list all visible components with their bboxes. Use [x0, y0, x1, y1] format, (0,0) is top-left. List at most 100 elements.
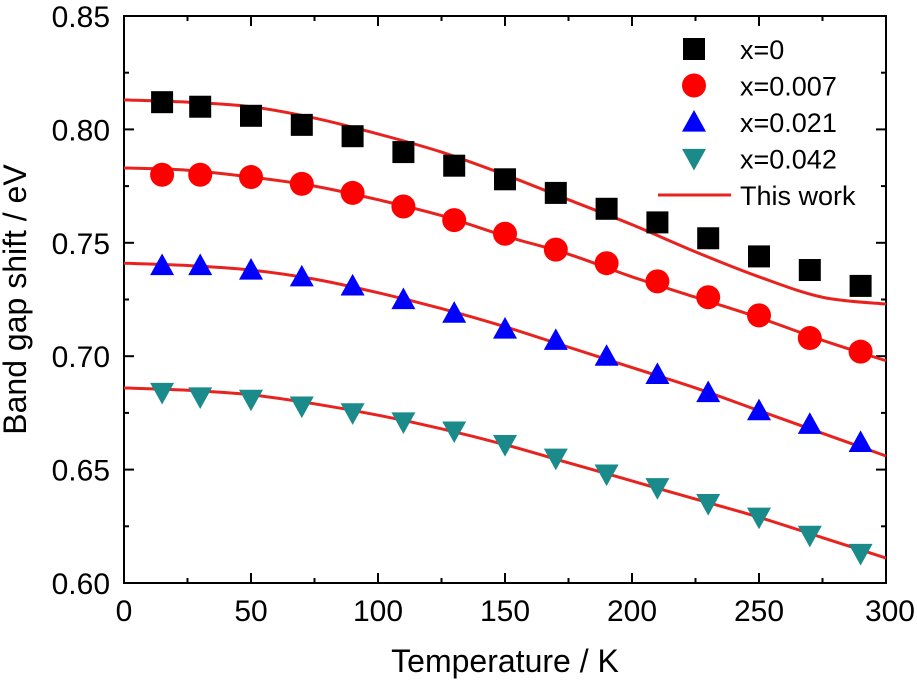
- data-point: [493, 435, 517, 457]
- data-point: [493, 316, 517, 339]
- data-point: [797, 412, 822, 434]
- data-point: [188, 253, 213, 276]
- data-point: [340, 403, 365, 425]
- data-point: [594, 251, 619, 276]
- data-markers: [150, 91, 873, 566]
- data-point: [848, 543, 873, 566]
- y-tick-label: 0.65: [52, 455, 110, 488]
- data-point: [442, 301, 467, 323]
- data-point: [240, 104, 262, 127]
- data-point: [341, 125, 364, 148]
- data-point: [646, 211, 669, 234]
- y-axis-title: Band gap shift / eV: [0, 164, 33, 435]
- data-point: [594, 464, 619, 487]
- x-tick-label: 50: [234, 595, 267, 628]
- data-point: [696, 380, 721, 403]
- data-point: [391, 194, 416, 219]
- data-point: [595, 197, 618, 220]
- y-tick-label: 0.85: [52, 1, 110, 34]
- data-point: [697, 227, 720, 250]
- series-1: [151, 91, 872, 297]
- data-point: [797, 525, 822, 548]
- x-tick-label: 300: [865, 595, 915, 628]
- legend-item: This work: [658, 181, 856, 211]
- y-tick-label: 0.70: [52, 341, 110, 374]
- data-point: [848, 430, 873, 452]
- legend-label: x=0.007: [740, 72, 837, 102]
- data-point: [340, 273, 365, 296]
- data-point: [645, 478, 670, 500]
- data-point: [748, 245, 770, 268]
- legend-label: x=0.021: [740, 108, 837, 138]
- legend-item: x=0: [683, 35, 784, 65]
- y-tick-label: 0.75: [52, 228, 110, 261]
- x-tick-label: 200: [607, 595, 657, 628]
- legend-marker: [682, 73, 706, 98]
- data-point: [289, 171, 314, 196]
- data-point: [239, 165, 263, 190]
- x-tick-label: 250: [734, 595, 784, 628]
- data-point: [798, 259, 821, 282]
- x-axis-title: Temperature / K: [391, 643, 619, 679]
- legend-item: x=0.021: [682, 108, 837, 138]
- x-tick-label: 100: [353, 595, 403, 628]
- data-point: [543, 328, 568, 350]
- data-point: [442, 208, 467, 233]
- legend: x=0 x=0.007 x=0.021 x=0.042 This work: [658, 35, 856, 211]
- data-point: [189, 95, 212, 118]
- data-point: [391, 287, 416, 310]
- x-axis: 0 50 100 150 200 250 300: [116, 16, 915, 628]
- data-point: [797, 326, 822, 351]
- data-point: [392, 141, 415, 164]
- data-point: [696, 285, 721, 310]
- data-point: [544, 181, 567, 204]
- data-point: [443, 154, 466, 177]
- data-point: [849, 274, 872, 297]
- data-point: [494, 168, 516, 191]
- data-point: [150, 162, 175, 187]
- series-2: [150, 162, 873, 364]
- legend-label: x=0.042: [740, 145, 837, 175]
- x-tick-label: 0: [116, 595, 133, 628]
- data-point: [239, 258, 263, 280]
- data-point: [151, 91, 174, 114]
- data-point: [290, 113, 313, 136]
- data-point: [848, 339, 873, 364]
- data-point: [696, 494, 721, 516]
- data-point: [150, 382, 175, 405]
- series-4: [150, 382, 873, 566]
- y-axis: 0.60 0.65 0.70 0.75 0.80 0.85: [52, 1, 886, 601]
- x-tick-label: 150: [480, 595, 530, 628]
- legend-item: x=0.042: [682, 145, 837, 175]
- data-point: [493, 221, 517, 246]
- legend-label: x=0: [740, 35, 784, 65]
- data-point: [645, 269, 670, 294]
- legend-marker: [682, 148, 706, 171]
- fit-curve-4: [123, 386, 887, 560]
- data-point: [391, 412, 416, 434]
- data-point: [150, 253, 175, 276]
- data-point: [289, 396, 314, 419]
- data-point: [747, 398, 771, 421]
- data-point: [188, 387, 213, 410]
- legend-label: This work: [740, 181, 856, 211]
- data-point: [340, 180, 365, 205]
- data-point: [747, 507, 771, 530]
- y-tick-label: 0.80: [52, 114, 110, 147]
- legend-item: x=0.007: [682, 72, 837, 102]
- series-3: [150, 253, 873, 452]
- legend-marker: [683, 38, 705, 60]
- data-point: [747, 303, 771, 328]
- y-tick-label: 0.60: [52, 568, 110, 601]
- data-point: [239, 389, 263, 412]
- data-point: [645, 362, 670, 384]
- data-point: [543, 237, 568, 262]
- data-point: [442, 421, 467, 444]
- fit-curve-3: [123, 261, 887, 458]
- data-point: [594, 344, 619, 366]
- legend-marker: [682, 110, 706, 132]
- data-point: [543, 448, 568, 471]
- data-point: [188, 162, 213, 187]
- data-point: [289, 264, 314, 287]
